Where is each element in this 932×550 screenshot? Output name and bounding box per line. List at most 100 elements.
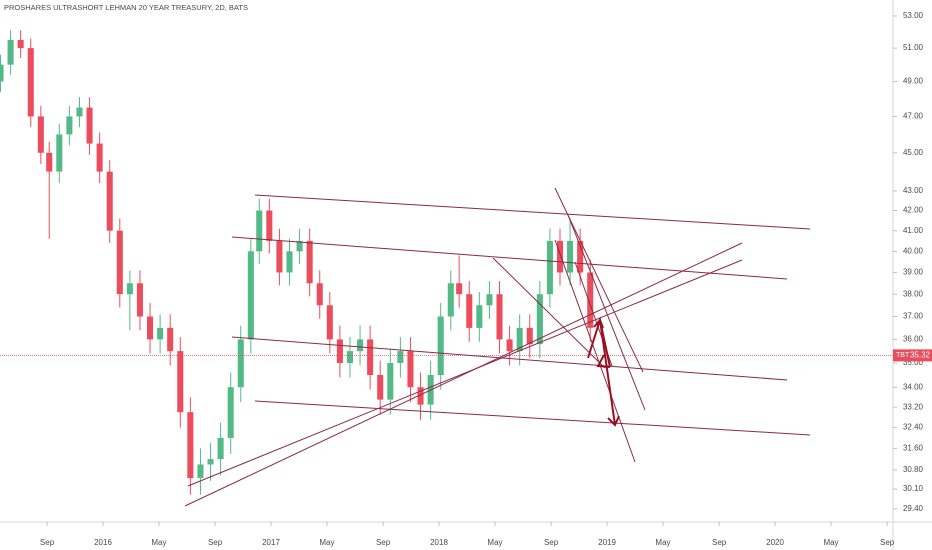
trend-line bbox=[184, 242, 743, 507]
candle-body bbox=[227, 387, 234, 438]
candle-body bbox=[237, 339, 244, 388]
y-tick-label: 33.20 bbox=[903, 402, 924, 411]
last-price-label: 35.32 bbox=[910, 350, 931, 359]
candle-body bbox=[306, 240, 313, 284]
candle-body bbox=[546, 240, 553, 295]
candle-body bbox=[377, 375, 384, 400]
y-tick-label: 47.00 bbox=[903, 112, 924, 121]
candle-body bbox=[456, 283, 463, 295]
x-tick-label: 2020 bbox=[766, 538, 784, 547]
x-tick-label: Sep bbox=[40, 538, 55, 547]
trend-line bbox=[187, 259, 743, 487]
y-tick-label: 38.00 bbox=[903, 289, 924, 298]
trend-line bbox=[554, 239, 636, 463]
candle-body bbox=[516, 327, 523, 352]
x-tick-label: May bbox=[151, 538, 166, 547]
candle-body bbox=[316, 283, 323, 306]
candle-body bbox=[136, 283, 143, 317]
channel-line bbox=[254, 194, 811, 230]
candle-body bbox=[126, 283, 133, 295]
trend-line bbox=[492, 257, 606, 369]
y-tick-label: 34.00 bbox=[903, 382, 924, 391]
x-tick-label: May bbox=[655, 538, 670, 547]
candle-body bbox=[27, 48, 34, 117]
candle-body bbox=[147, 316, 154, 340]
candle-body bbox=[357, 339, 364, 352]
candle-body bbox=[336, 339, 343, 363]
candle-body bbox=[417, 387, 424, 405]
candle-body bbox=[0, 64, 4, 82]
y-tick-label: 43.00 bbox=[903, 186, 924, 195]
candle-body bbox=[17, 39, 24, 49]
channel-line bbox=[231, 236, 788, 280]
y-tick-label: 37.00 bbox=[903, 312, 924, 321]
candle-body bbox=[66, 116, 73, 135]
y-tick-label: 30.80 bbox=[903, 465, 924, 474]
candle-body bbox=[56, 134, 63, 172]
candle-body bbox=[276, 240, 283, 273]
x-tick-label: 2016 bbox=[94, 538, 112, 547]
candle-body bbox=[577, 240, 584, 273]
last-price-symbol: TBT bbox=[896, 352, 910, 359]
y-tick-label: 30.10 bbox=[903, 484, 924, 493]
x-tick-label: 2017 bbox=[262, 538, 280, 547]
channel-line bbox=[231, 336, 788, 381]
candle-body bbox=[496, 294, 503, 340]
trend-line bbox=[567, 214, 646, 411]
chart-title: PROSHARES ULTRASHORT LEHMAN 20 YEAR TREA… bbox=[4, 3, 248, 12]
candle-body bbox=[266, 210, 273, 241]
x-tick-label: Sep bbox=[376, 538, 391, 547]
candle-body bbox=[476, 305, 483, 328]
y-tick-label: 36.00 bbox=[903, 335, 924, 344]
candle-body bbox=[217, 437, 224, 460]
candle-body bbox=[346, 351, 353, 363]
axes: 53.00 51.00 49.00 47.00 45.00 43.00 42.00 41.00… bbox=[40, 11, 932, 547]
candle-body bbox=[96, 143, 103, 172]
candle-body bbox=[7, 39, 14, 65]
candle-body bbox=[116, 230, 123, 295]
candle-body bbox=[256, 210, 263, 252]
candle-body bbox=[367, 339, 374, 376]
candle-body bbox=[587, 272, 594, 328]
candle-body bbox=[536, 294, 543, 345]
projection-arrow bbox=[599, 319, 616, 426]
candle-body bbox=[247, 251, 254, 340]
candle-body bbox=[567, 240, 574, 273]
candle-body bbox=[86, 107, 93, 144]
x-tick-label: 2019 bbox=[598, 538, 616, 547]
candle-body bbox=[447, 283, 454, 317]
candle-body bbox=[326, 305, 333, 340]
candle-body bbox=[46, 152, 53, 172]
candle-body bbox=[387, 362, 394, 400]
x-tick-label: Sep bbox=[208, 538, 223, 547]
candle-body bbox=[397, 351, 404, 363]
candle-body bbox=[407, 351, 414, 388]
candle-body bbox=[506, 339, 513, 352]
y-tick-label: 49.00 bbox=[903, 77, 924, 86]
x-tick-label: 2018 bbox=[430, 538, 448, 547]
candle-body bbox=[437, 316, 444, 376]
y-tick-label: 31.60 bbox=[903, 444, 924, 453]
x-tick-label: Sep bbox=[880, 538, 895, 547]
x-tick-label: Sep bbox=[544, 538, 559, 547]
channel-line bbox=[254, 400, 811, 436]
y-tick-label: 51.00 bbox=[903, 43, 924, 52]
y-tick-label: 35.00 bbox=[903, 358, 924, 367]
candle-body bbox=[76, 107, 83, 117]
candle-body bbox=[556, 240, 564, 273]
x-tick-label: May bbox=[319, 538, 334, 547]
x-tick-label: May bbox=[823, 538, 838, 547]
x-tick-label: May bbox=[487, 538, 502, 547]
y-tick-label: 39.00 bbox=[903, 268, 924, 277]
candle-body bbox=[177, 351, 184, 413]
y-tick-label: 40.00 bbox=[903, 246, 924, 255]
y-tick-label: 53.00 bbox=[903, 11, 924, 20]
plot-area bbox=[0, 30, 893, 495]
candle-body bbox=[286, 251, 293, 273]
candle-body bbox=[466, 294, 473, 328]
candle-body bbox=[486, 294, 493, 306]
arrow-head bbox=[593, 318, 604, 329]
candle-body bbox=[526, 327, 533, 345]
